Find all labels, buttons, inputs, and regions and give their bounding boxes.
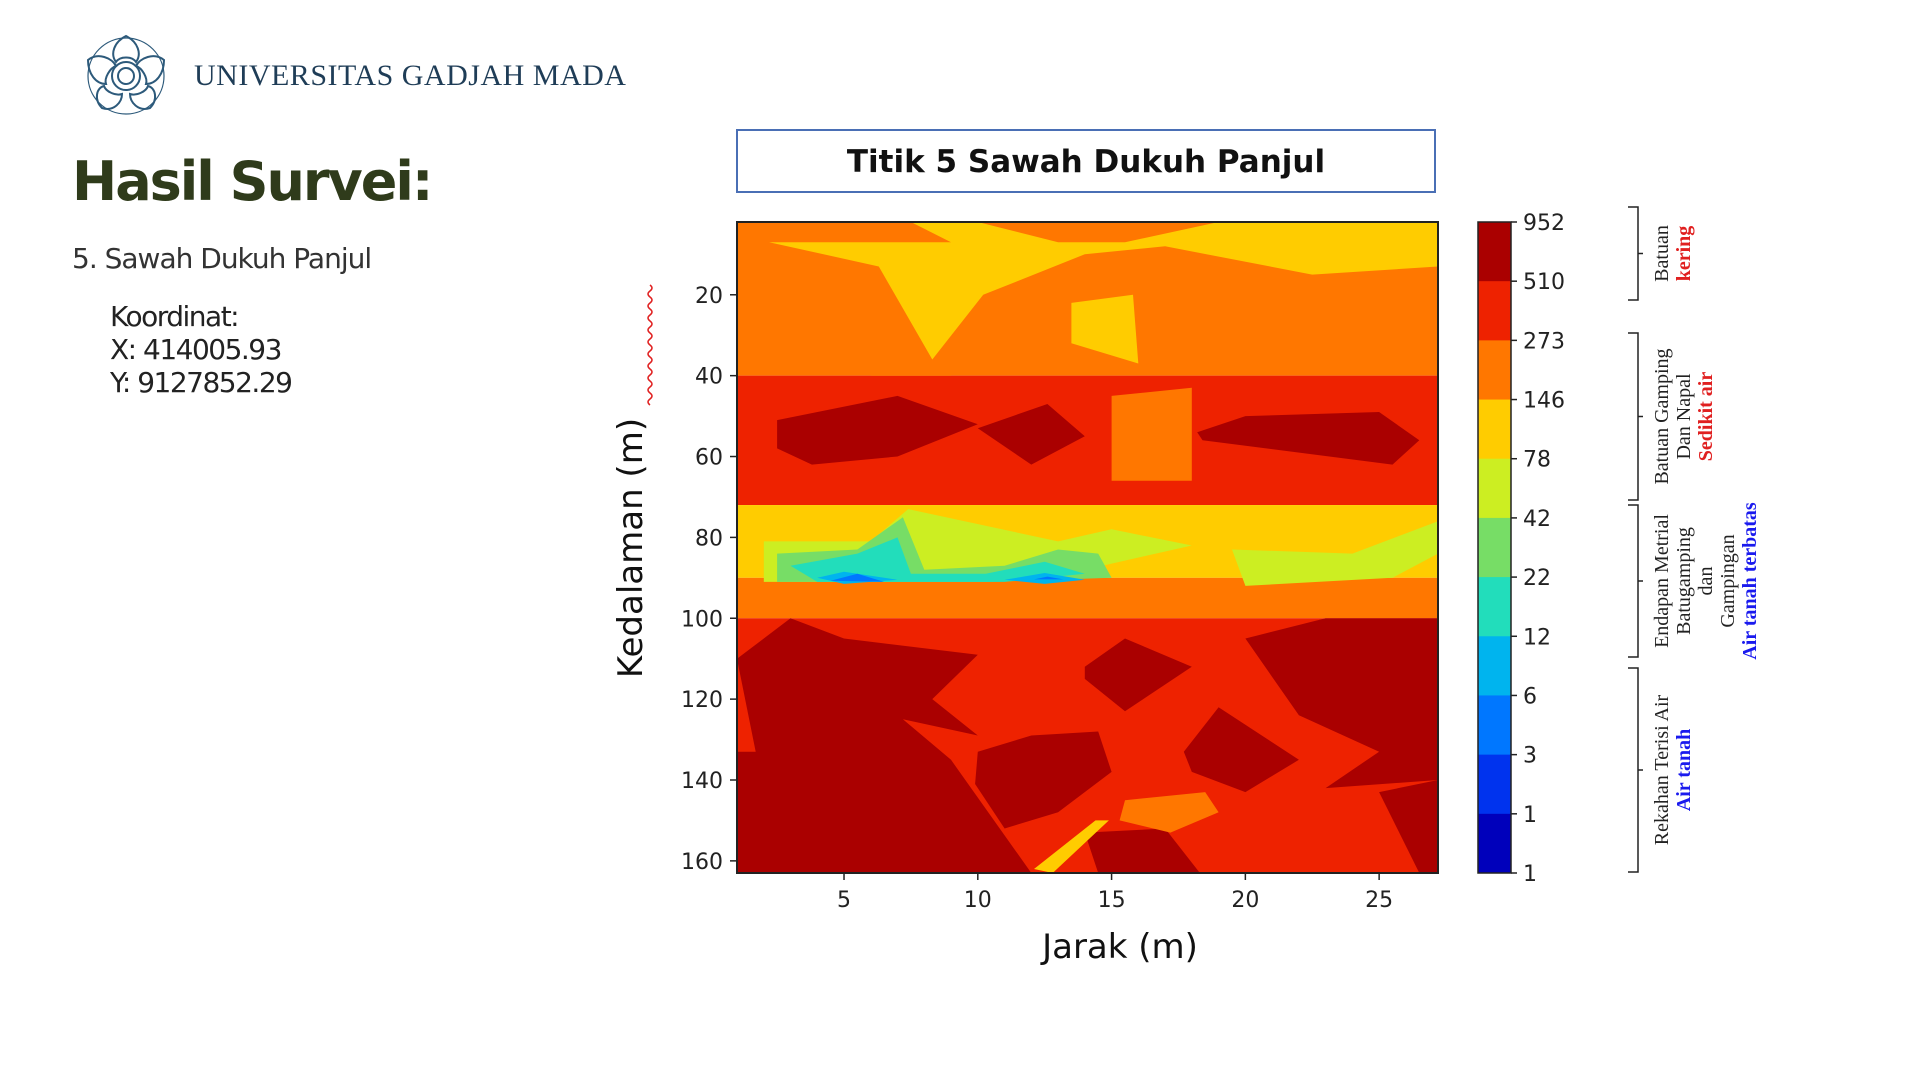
annotation-text: Batugamping [1673,527,1695,635]
colorbar-segment [1478,458,1511,519]
annotation-text: Batuan Gamping [1651,348,1673,484]
contour-region [1232,521,1438,586]
contour-region [769,222,1438,360]
location-subtitle: 5. Sawah Dukuh Panjul [72,242,372,275]
y-tick-label: 120 [681,688,723,713]
coordinate-x: X: 414005.93 [110,333,282,366]
y-tick-label: 80 [695,526,723,551]
x-tick-label: 5 [837,888,851,913]
contour-region [1183,707,1299,793]
colorbar-tick-label: 22 [1523,566,1551,591]
y-tick-label: 160 [681,850,723,875]
contour-plot [737,222,1438,873]
y-tick-label: 20 [695,284,723,309]
axes: 5 10 15 20 25 20 40 60 80 100 120 140 160 [681,221,1439,913]
x-tick-label: 25 [1365,888,1393,913]
annotation-text: kering [1673,226,1695,282]
contour-band [737,577,1438,619]
colorbar-tick-label: 42 [1523,507,1551,532]
y-tick-label: 100 [681,607,723,632]
contour-region [1111,387,1192,481]
colorbar-segment [1478,695,1511,756]
coordinate-heading: Koordinat: [110,300,240,333]
spellcheck-underline [647,284,653,406]
x-tick-label: 20 [1231,888,1259,913]
contour-region [1084,828,1200,873]
x-tick-label: 10 [964,888,992,913]
annotation-bracket [1628,332,1643,501]
contour-region [790,537,1085,582]
colorbar-tick-label: 3 [1523,744,1537,769]
coordinates-block: Koordinat: X: 414005.93 Y: 9127852.29 [110,300,293,399]
coordinate-y: Y: 9127852.29 [110,366,293,399]
colorbar-segment [1478,754,1511,815]
contour-region [1245,618,1438,789]
colorbar-segment [1478,636,1511,696]
chart-title-box [736,129,1436,193]
colorbar-segment [1478,399,1511,460]
colorbar: 952 510 273 146 78 42 22 12 6 3 1 1 [1477,211,1565,887]
plot-frame [736,221,1439,874]
annotation-bracket [1628,206,1643,301]
contour-region [1119,792,1219,833]
colorbar-segment [1478,517,1511,578]
colorbar-tick-label: 78 [1523,448,1551,473]
colorbar-tick-label: 12 [1523,625,1551,650]
colorbar-tick-label: 1 [1523,862,1537,887]
annotation-text: Air tanah terbatas [1739,502,1761,660]
contour-region [830,573,885,582]
contour-region [777,395,978,465]
contour-region [977,404,1085,465]
contour-region [1034,820,1109,873]
x-axis-label: Jarak (m) [1040,927,1198,967]
annotation-text: Gampingan [1717,534,1739,627]
contour-region [1084,638,1192,712]
contour-region [975,731,1112,829]
annotation-text: Sedikit air [1695,372,1717,462]
contour-region [1197,412,1420,465]
annotation-bracket [1628,504,1643,658]
colorbar-segment [1478,340,1511,401]
colorbar-tick-label: 6 [1523,684,1537,709]
y-tick-label: 140 [681,769,723,794]
annotation-text: Batuan [1651,225,1673,282]
colorbar-tick-label: 510 [1523,270,1565,295]
colorbar-segment [1478,222,1511,282]
annotation-text: Dan Napal [1673,373,1695,460]
annotation-text: Air tanah [1673,729,1695,811]
colorbar-tick-label: 146 [1523,389,1565,414]
ugm-seal-icon [86,34,166,115]
university-logo: UNIVERSITAS GADJAH MADA [80,32,626,120]
y-tick-label: 60 [695,446,723,471]
annotation-text: Rekahan Terisi Air [1651,694,1673,845]
contour-fills [737,222,1438,873]
colorbar-tick-label: 1 [1523,803,1537,828]
contour-region [737,618,1032,873]
chart-title: Titik 5 Sawah Dukuh Panjul [847,144,1325,180]
contour-region [1379,780,1438,873]
page-title: Hasil Survei: [72,150,433,213]
annotation-text: dan [1695,567,1717,596]
y-axis-label: Kedalaman (m) [611,418,651,678]
university-name: UNIVERSITAS GADJAH MADA [194,59,627,92]
colorbar-segment [1478,577,1511,637]
annotation-text: Endapan Metrial [1651,514,1673,648]
contour-region [1034,576,1064,580]
x-tick-label: 15 [1098,888,1126,913]
layer-annotations: Batuan kering Batuan Gamping Dan Napal Sedik… [1628,206,1761,873]
contour-region [870,359,951,376]
annotation-bracket [1628,667,1643,873]
y-tick-label: 40 [695,365,723,390]
colorbar-tick-label: 952 [1523,211,1565,236]
colorbar-segment [1478,813,1511,874]
colorbar-frame [1477,221,1512,874]
colorbar-segment [1478,281,1511,341]
contour-region [1071,294,1139,364]
colorbar-tick-label: 273 [1523,329,1565,354]
